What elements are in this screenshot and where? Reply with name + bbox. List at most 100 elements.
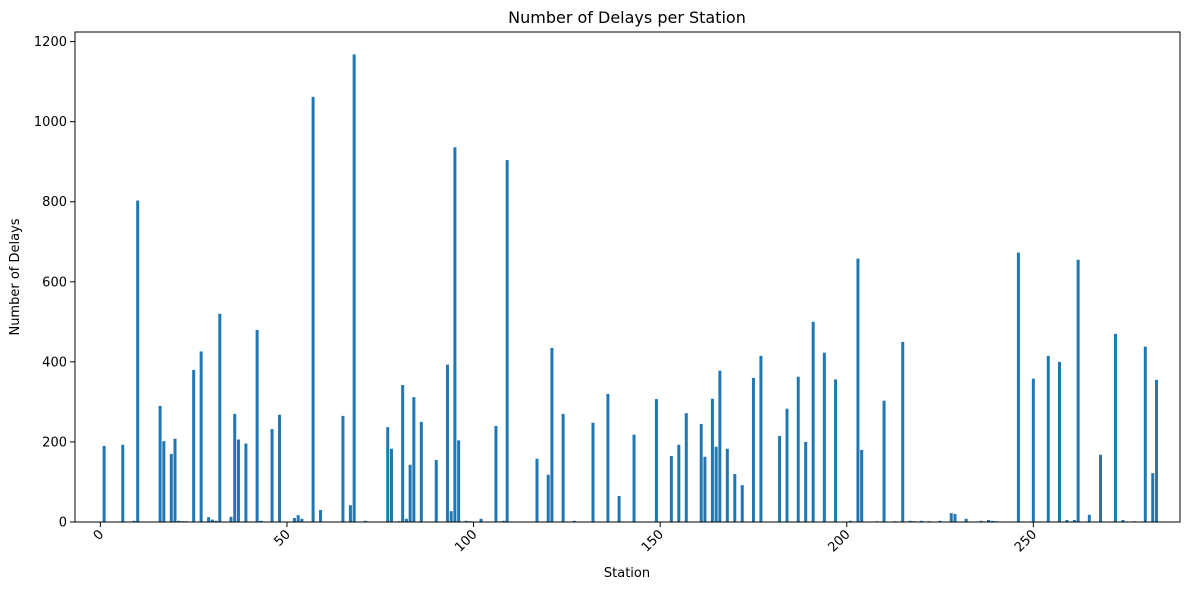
bar-station-215 xyxy=(901,341,905,522)
bar-station-204 xyxy=(860,449,864,522)
chart-title: Number of Delays per Station xyxy=(508,8,746,27)
bar-station-77 xyxy=(386,427,390,522)
bar-station-153 xyxy=(669,455,673,522)
bar-station-265 xyxy=(1087,514,1091,522)
y-tick-label-200: 200 xyxy=(42,435,67,450)
bar-station-168 xyxy=(725,448,729,522)
x-axis-ticks: 0 50 100 150 200 250 xyxy=(91,522,1040,555)
bar-station-46 xyxy=(270,429,274,522)
bar-station-48 xyxy=(278,414,281,522)
bar-station-191 xyxy=(811,321,815,522)
bar-station-71 xyxy=(363,520,367,522)
bar-station-1 xyxy=(102,445,106,522)
bar-station-272 xyxy=(1113,333,1117,522)
bar-station-30 xyxy=(210,519,214,522)
bar-station-90 xyxy=(434,459,438,522)
y-tick-label-800: 800 xyxy=(42,195,67,210)
bar-station-95 xyxy=(453,147,457,523)
bar-station-238 xyxy=(987,520,991,522)
bar-station-57 xyxy=(311,96,315,522)
bar-station-21 xyxy=(177,520,181,522)
bar-station-78 xyxy=(389,448,393,522)
y-tick-label-600: 600 xyxy=(42,275,67,290)
x-axis-label: Station xyxy=(604,566,650,581)
bar-station-197 xyxy=(834,379,838,522)
bar-station-210 xyxy=(882,400,886,522)
bar-station-124 xyxy=(561,413,565,522)
bar-station-98 xyxy=(464,520,468,522)
bar-station-282 xyxy=(1151,473,1155,522)
bar-station-65 xyxy=(341,415,345,522)
x-tick-label-150: 150 xyxy=(639,527,667,555)
y-tick-label-1000: 1000 xyxy=(34,115,67,130)
y-tick-label-1200: 1200 xyxy=(34,35,67,50)
bar-station-9 xyxy=(132,520,136,522)
y-axis-ticks: 0 200 400 600 800 1000 1200 xyxy=(34,35,75,531)
bar-station-246 xyxy=(1016,252,1020,522)
bar-station-6 xyxy=(121,444,125,522)
bar-station-94 xyxy=(449,511,453,522)
bar-station-254 xyxy=(1046,355,1050,522)
bar-station-250 xyxy=(1031,378,1035,522)
bar-station-161 xyxy=(699,423,703,522)
plot-frame xyxy=(74,31,1181,523)
bar-station-16 xyxy=(158,405,162,522)
bar-station-261 xyxy=(1072,520,1076,522)
y-axis-label: Number of Delays xyxy=(8,218,23,335)
bar-station-82 xyxy=(404,518,408,522)
bar-station-175 xyxy=(751,377,755,522)
bar-station-32 xyxy=(218,313,222,522)
bar-station-93 xyxy=(445,364,449,522)
bar-station-108 xyxy=(501,520,505,522)
bar-station-106 xyxy=(494,425,498,522)
bar-station-187 xyxy=(796,376,800,522)
bar-station-136 xyxy=(606,393,610,522)
bar-station-182 xyxy=(778,435,782,522)
bar-station-164 xyxy=(710,398,714,522)
x-tick-label-250: 250 xyxy=(1012,527,1040,555)
bar-station-42 xyxy=(255,329,259,522)
bar-station-280 xyxy=(1143,346,1147,522)
bar-station-127 xyxy=(572,520,576,522)
bar-station-177 xyxy=(759,355,763,522)
x-tick-label-100: 100 xyxy=(452,527,480,555)
bar-station-274 xyxy=(1121,520,1125,522)
bar-station-43 xyxy=(259,520,263,522)
y-tick-label-0: 0 xyxy=(59,516,67,531)
bar-station-83 xyxy=(408,464,412,522)
x-tick-label-0: 0 xyxy=(91,527,107,543)
bar-station-225 xyxy=(938,520,942,522)
bar-station-189 xyxy=(804,441,808,522)
bar-station-27 xyxy=(199,351,203,522)
x-tick-label-50: 50 xyxy=(271,527,293,549)
bar-station-229 xyxy=(953,513,957,522)
bar-station-84 xyxy=(412,397,416,522)
bar-station-52 xyxy=(292,518,296,522)
bar-station-59 xyxy=(319,509,323,522)
bar-station-162 xyxy=(703,456,707,522)
bar-station-117 xyxy=(535,458,539,522)
bar-station-29 xyxy=(207,517,211,522)
bar-station-139 xyxy=(617,495,621,522)
bar-station-217 xyxy=(908,520,912,522)
bar-station-172 xyxy=(740,485,744,522)
bar-station-86 xyxy=(419,421,423,522)
bar-station-25 xyxy=(192,369,196,522)
bar-station-102 xyxy=(479,518,483,522)
bar-station-194 xyxy=(822,352,826,522)
bar-station-257 xyxy=(1057,361,1061,522)
bar-station-220 xyxy=(919,520,923,522)
bar-station-165 xyxy=(714,446,718,522)
bar-station-10 xyxy=(136,200,140,523)
bar-station-109 xyxy=(505,160,509,522)
y-tick-label-400: 400 xyxy=(42,355,67,370)
bar-station-39 xyxy=(244,443,248,522)
bar-station-19 xyxy=(169,453,173,522)
bar-station-121 xyxy=(550,347,554,522)
bars-group xyxy=(102,54,1158,523)
bar-station-283 xyxy=(1155,379,1158,522)
x-tick-label-200: 200 xyxy=(825,527,853,555)
bar-station-184 xyxy=(785,408,789,522)
bar-station-37 xyxy=(236,439,240,522)
